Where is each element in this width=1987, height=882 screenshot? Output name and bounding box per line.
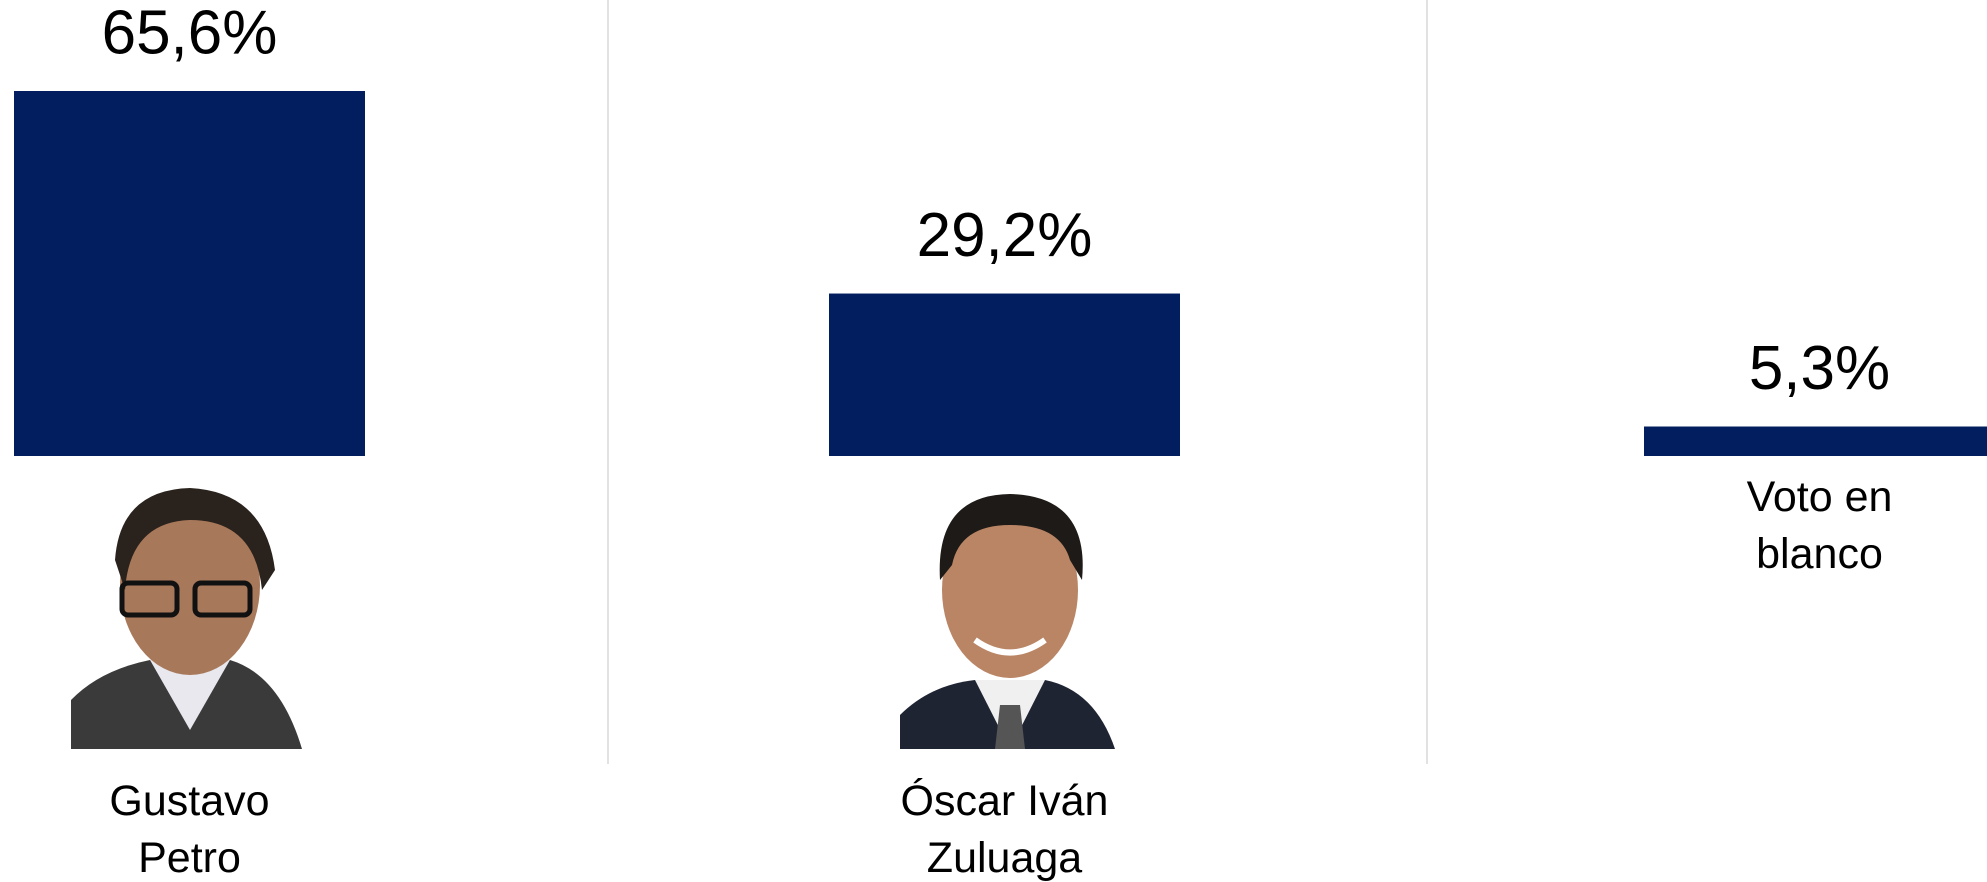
category-label: Gustavo Petro xyxy=(109,777,270,882)
category-label: Voto en blanco xyxy=(1746,473,1893,578)
bar xyxy=(14,91,365,456)
photo xyxy=(900,494,1115,749)
bar xyxy=(829,293,1180,456)
bar xyxy=(1644,426,1987,456)
value-label: 29,2% xyxy=(917,201,1093,270)
value-label: 5,3% xyxy=(1749,334,1890,403)
category-label: Óscar Iván Zuluaga xyxy=(900,777,1109,882)
value-label: 65,6% xyxy=(102,0,278,67)
photo xyxy=(71,488,302,749)
